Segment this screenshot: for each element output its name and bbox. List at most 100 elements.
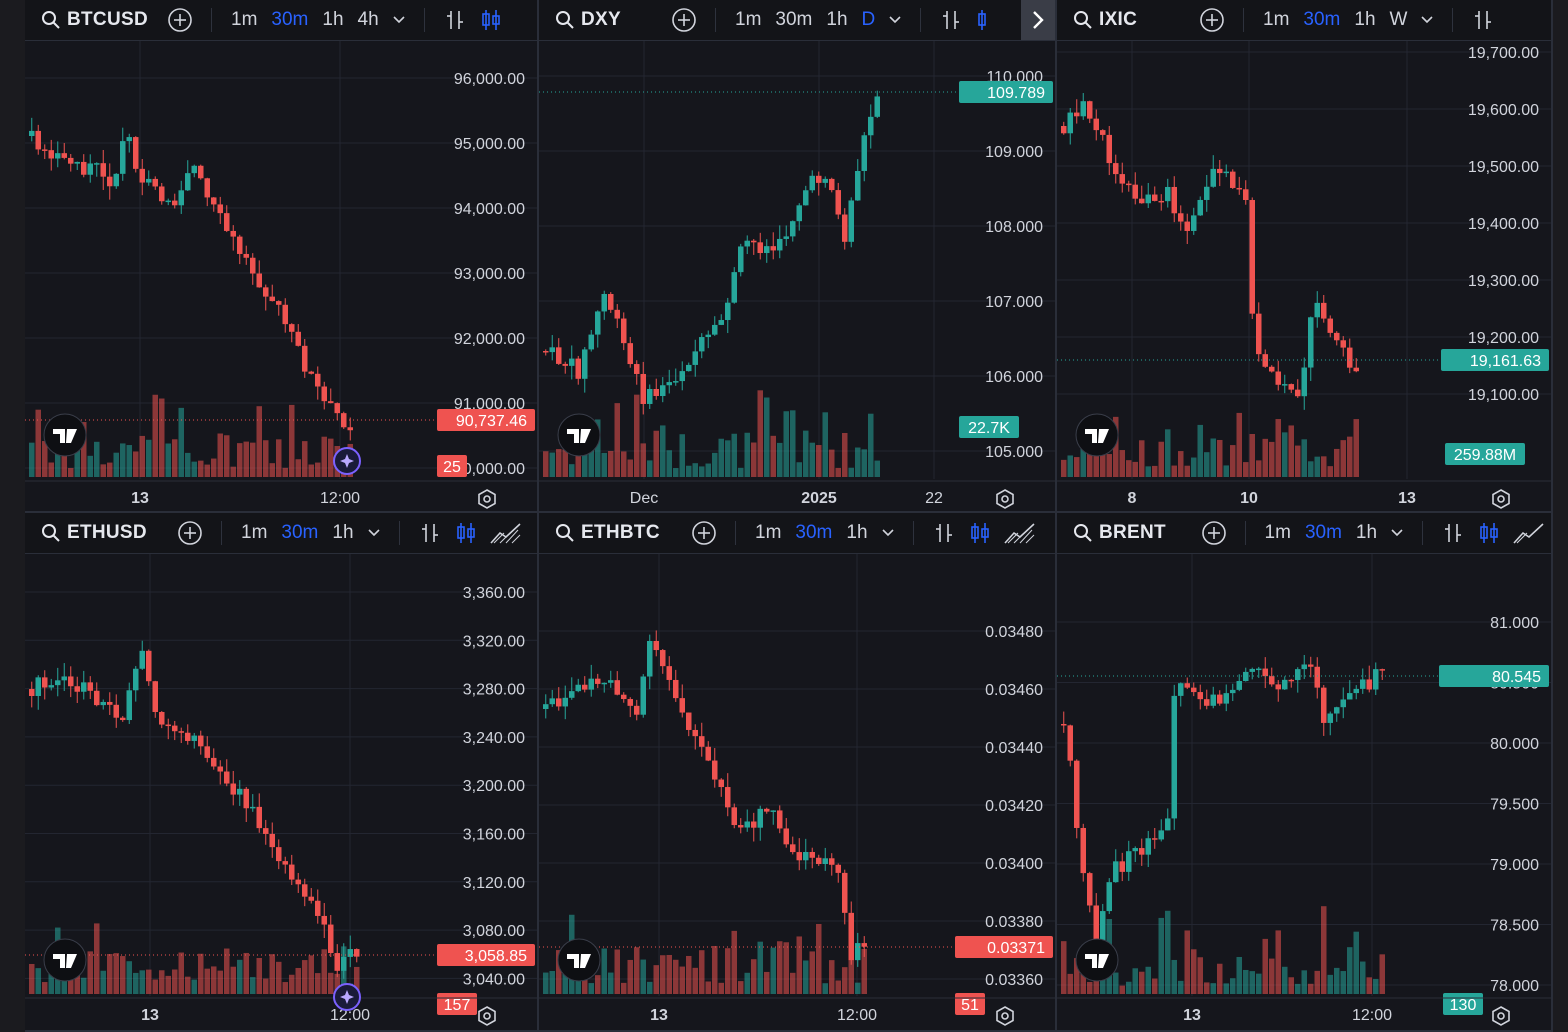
- timeframe-1h[interactable]: 1h: [826, 9, 848, 30]
- chart-panel-dxy[interactable]: DXY 1m 30m 1h D 110.000 109.000 108.000 107…: [539, 0, 1057, 513]
- timeframe-dropdown[interactable]: [888, 13, 902, 27]
- candle-body: [139, 650, 145, 669]
- price-chart[interactable]: 110.000 109.000 108.000 107.000 106.000 105.0…: [539, 41, 1055, 511]
- candle-body: [1113, 163, 1119, 175]
- timeframe-1m[interactable]: 1m: [1264, 522, 1291, 543]
- compare-symbol-button[interactable]: [177, 520, 203, 546]
- symbol-search-button[interactable]: BRENT: [1073, 522, 1195, 544]
- chart-canvas[interactable]: 81.00080.50080.00079.50079.00078.50078.0…: [1057, 554, 1551, 1030]
- candle-chart-button[interactable]: [454, 521, 478, 545]
- compare-symbol-button[interactable]: [671, 7, 697, 33]
- timeframe-30m[interactable]: 30m: [271, 9, 309, 30]
- timeframe-w[interactable]: W: [1389, 9, 1408, 30]
- timeframe-1h[interactable]: 1h: [846, 522, 868, 543]
- volume-bar: [1301, 439, 1307, 477]
- candle-body: [1360, 679, 1366, 689]
- price-chart[interactable]: 0.03480 0.03460 0.03440 0.03420 0.03400 0.033…: [539, 554, 1055, 1030]
- timeframe-30m[interactable]: 30m: [1304, 522, 1342, 543]
- volume-bar: [868, 413, 874, 477]
- bar-chart-button[interactable]: [939, 8, 963, 32]
- price-chart[interactable]: 3,360.00 3,320.00 3,280.00 3,240.00 3,200.00…: [25, 554, 537, 1030]
- timeframe-1m[interactable]: 1m: [1263, 9, 1290, 30]
- chart-panel-ixic[interactable]: IXIC 1m 30m 1h W 19,700.00 19,600.00 19,50…: [1057, 0, 1553, 513]
- timeframe-1h[interactable]: 1h: [1354, 9, 1376, 30]
- compare-symbol-button[interactable]: [1199, 7, 1225, 33]
- timeframe-dropdown[interactable]: [1390, 526, 1404, 540]
- y-axis-tick-label: 95,000.00: [454, 136, 525, 153]
- price-chart[interactable]: 96,000.00 95,000.00 94,000.00 93,000.00 92,0…: [25, 41, 537, 511]
- symbol-search-button[interactable]: IXIC: [1073, 9, 1193, 31]
- area-chart-button[interactable]: [1003, 521, 1036, 545]
- volume-bar: [1236, 412, 1242, 477]
- bar-chart-button[interactable]: [1471, 8, 1495, 32]
- area-chart-button[interactable]: [1513, 521, 1545, 545]
- timeframe-dropdown[interactable]: [392, 13, 406, 27]
- timeframe-d[interactable]: D: [861, 9, 876, 30]
- candle-chart-button[interactable]: [968, 521, 992, 545]
- area-chart-button[interactable]: [489, 521, 522, 545]
- bar-chart-button[interactable]: [1441, 521, 1465, 545]
- chart-toolbar: BTCUSD 1m 30m 1h 4h: [25, 0, 537, 41]
- bar-chart-button[interactable]: [932, 521, 956, 545]
- candle-chart-button[interactable]: [975, 8, 999, 32]
- timeframe-1h[interactable]: 1h: [322, 9, 344, 30]
- symbol-search-button[interactable]: ETHUSD: [41, 522, 171, 544]
- volume-bar: [1262, 438, 1268, 477]
- candle-body: [172, 200, 178, 206]
- timeframe-30m[interactable]: 30m: [1303, 9, 1341, 30]
- chart-canvas[interactable]: 110.000109.000108.000107.000106.000105.0…: [539, 41, 1055, 511]
- symbol-search-button[interactable]: ETHBTC: [555, 522, 685, 544]
- volume-bar: [660, 955, 666, 994]
- candle-body: [172, 725, 178, 732]
- compare-symbol-button[interactable]: [167, 7, 193, 33]
- timeframe-dropdown[interactable]: [881, 526, 895, 540]
- chart-panel-ethbtc[interactable]: ETHBTC 1m 30m 1h 0.03480 0.03460 0.03440 0.…: [539, 513, 1057, 1032]
- candle-chart-button[interactable]: [1477, 521, 1501, 545]
- symbol-search-button[interactable]: DXY: [555, 9, 665, 31]
- volume-bar: [1256, 460, 1262, 477]
- chart-canvas[interactable]: 3,360.00 3,320.00 3,280.00 3,240.00 3,200.00…: [25, 554, 537, 1030]
- timeframe-30m[interactable]: 30m: [281, 522, 319, 543]
- volume-bar: [1191, 949, 1197, 994]
- bar-chart-button[interactable]: [418, 521, 442, 545]
- chart-panel-brent[interactable]: BRENT 1m 30m 1h 81.00080.50080.00079.500…: [1057, 513, 1553, 1032]
- timeframe-4h[interactable]: 4h: [357, 9, 379, 30]
- compare-symbol-button[interactable]: [1201, 520, 1227, 546]
- candle-chart-button[interactable]: [479, 8, 503, 32]
- chart-canvas[interactable]: 19,700.00 19,600.00 19,500.00 19,400.00 19,3…: [1057, 41, 1551, 511]
- compare-symbol-button[interactable]: [691, 520, 717, 546]
- timeframe-30m[interactable]: 30m: [775, 9, 813, 30]
- price-chart[interactable]: 81.00080.50080.00079.50079.00078.50078.0…: [1057, 554, 1551, 1030]
- candle-body: [237, 236, 243, 254]
- bar-chart-button[interactable]: [443, 8, 467, 32]
- toolbar-scroll-right-button[interactable]: [1021, 0, 1055, 40]
- candle-body: [595, 678, 601, 684]
- timeframe-1h[interactable]: 1h: [332, 522, 354, 543]
- search-icon: [1074, 524, 1092, 542]
- volume-bar: [751, 442, 757, 477]
- chart-panel-ethusd[interactable]: ETHUSD 1m 30m 1h 3,360.00 3,320.00 3,280.0…: [25, 513, 539, 1032]
- volume-bar: [1132, 461, 1138, 477]
- timeframe-1h[interactable]: 1h: [1355, 522, 1378, 543]
- volume-bar: [1093, 454, 1099, 477]
- chart-canvas[interactable]: 96,000.00 95,000.00 94,000.00 93,000.00 92,0…: [25, 41, 537, 511]
- price-chart[interactable]: 19,700.00 19,600.00 19,500.00 19,400.00 19,3…: [1057, 41, 1551, 511]
- timeframe-dropdown[interactable]: [367, 526, 381, 540]
- timeframe-30m[interactable]: 30m: [795, 522, 833, 543]
- volume-bar: [1295, 983, 1301, 994]
- timeframe-dropdown[interactable]: [1420, 13, 1434, 27]
- gear-outline: [996, 1006, 1014, 1026]
- timeframe-1m[interactable]: 1m: [241, 522, 268, 543]
- volume-bar: [1067, 455, 1073, 477]
- y-axis-tick-label: 3,120.00: [463, 875, 525, 892]
- toolbar-divider: [1422, 521, 1423, 545]
- timeframe-1m[interactable]: 1m: [735, 9, 762, 30]
- symbol-search-button[interactable]: BTCUSD: [41, 9, 161, 31]
- timeframe-1m[interactable]: 1m: [231, 9, 258, 30]
- timeframe-1m[interactable]: 1m: [755, 522, 782, 543]
- multi-chart-layout: BTCUSD 1m 30m 1h 4h 96,000.00 95,000.00 94…: [25, 0, 1553, 1032]
- chart-panel-btcusd[interactable]: BTCUSD 1m 30m 1h 4h 96,000.00 95,000.00 94…: [25, 0, 539, 513]
- chart-canvas[interactable]: 0.03480 0.03460 0.03440 0.03420 0.03400 0.033…: [539, 554, 1055, 1030]
- candle-body: [842, 872, 848, 913]
- candle-body: [783, 236, 789, 239]
